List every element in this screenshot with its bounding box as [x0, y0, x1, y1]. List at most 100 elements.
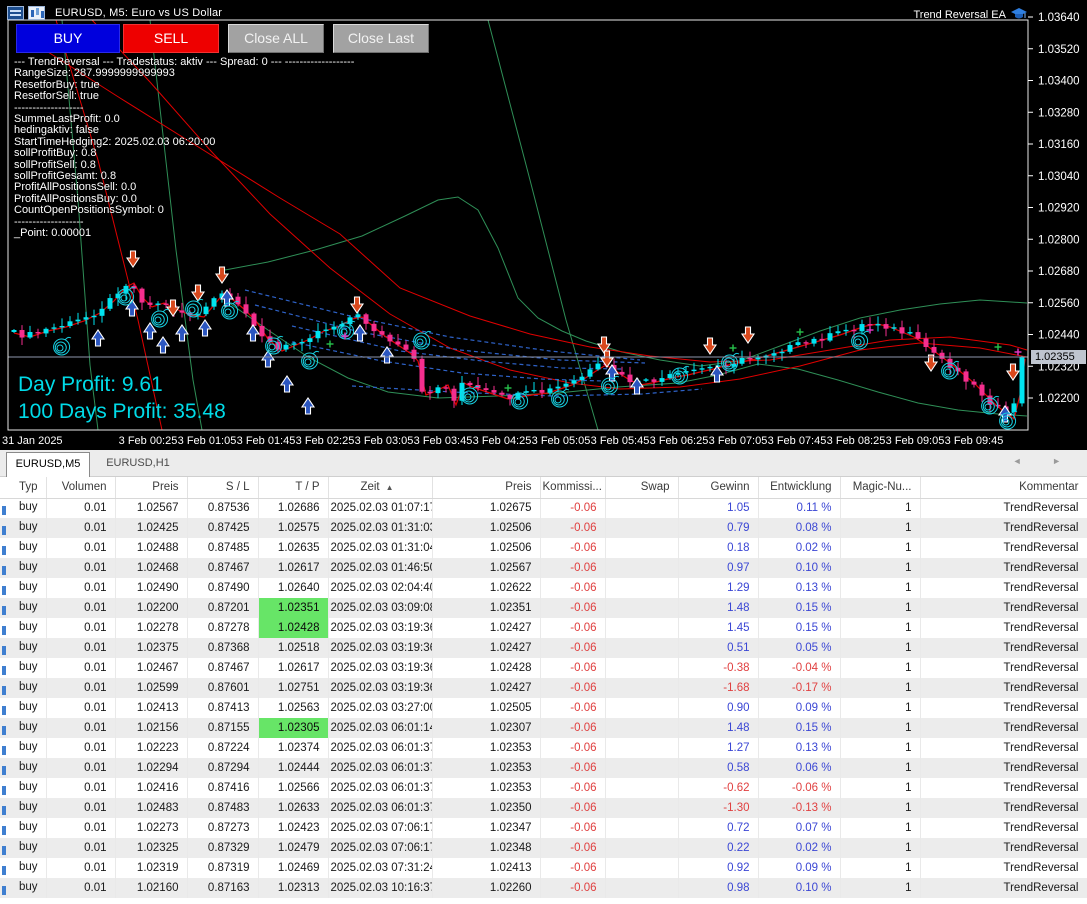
- cell-sl: 0.87319: [187, 858, 259, 878]
- cell-gewinn: 1.48: [678, 598, 759, 618]
- table-row[interactable]: buy 0.01 1.02325 0.87329 1.02479 2025.02.03 0…: [0, 838, 1087, 858]
- ma-slow-line: [47, 51, 1028, 363]
- buy-button[interactable]: BUY: [16, 24, 120, 53]
- tab-scroll-arrows[interactable]: ◄ ►: [1012, 456, 1075, 466]
- graduation-cap-icon[interactable]: [1011, 8, 1027, 21]
- table-row[interactable]: buy 0.01 1.02156 0.87155 1.02305 2025.02.03 0…: [0, 718, 1087, 738]
- table-row[interactable]: buy 0.01 1.02223 0.87224 1.02374 2025.02.03 0…: [0, 738, 1087, 758]
- cell-sl: 0.87155: [187, 718, 259, 738]
- column-header-kommission[interactable]: Kommissi...: [540, 477, 606, 499]
- cell-preis2: 1.02348: [432, 838, 541, 858]
- close-last-button[interactable]: Close Last: [333, 24, 429, 53]
- chart-window-icon[interactable]: [28, 5, 45, 20]
- table-row[interactable]: buy 0.01 1.02490 0.87490 1.02640 2025.02.03 0…: [0, 578, 1087, 598]
- column-header-zeit[interactable]: Zeit ▲: [328, 477, 433, 499]
- column-header-gewinn[interactable]: Gewinn: [678, 477, 759, 499]
- sell-button[interactable]: SELL: [123, 24, 219, 53]
- cell-kommission: -0.06: [540, 638, 606, 658]
- column-header-sl[interactable]: S / L: [187, 477, 259, 499]
- buy-arrow-marker: [629, 377, 645, 395]
- cell-kommission: -0.06: [540, 698, 606, 718]
- chart-window[interactable]: 1.03640 1.03520 1.03400 1.03280 1.03160 1.030…: [0, 0, 1087, 450]
- candle-body: [595, 363, 601, 370]
- buy-arrow-marker: [379, 346, 395, 364]
- candle-body: [51, 327, 57, 329]
- buy-arrow-marker: [219, 289, 235, 307]
- candle-body: [787, 345, 793, 352]
- column-header-entwicklung[interactable]: Entwicklung: [758, 477, 841, 499]
- fractal-dashed-line: [291, 325, 623, 370]
- table-row[interactable]: buy 0.01 1.02273 0.87273 1.02423 2025.02.03 0…: [0, 818, 1087, 838]
- table-row[interactable]: buy 0.01 1.02294 0.87294 1.02444 2025.02.03 0…: [0, 758, 1087, 778]
- chart-title: EURUSD, M5: Euro vs US Dollar: [55, 6, 223, 19]
- tab-eurusd-m5[interactable]: EURUSD,M5: [6, 452, 90, 477]
- candle-body: [963, 371, 969, 382]
- candle-body: [443, 387, 449, 389]
- candle-body: [955, 367, 961, 372]
- candle-body: [779, 351, 785, 354]
- table-row[interactable]: buy 0.01 1.02488 0.87485 1.02635 2025.02.03 0…: [0, 538, 1087, 558]
- ea-info-overlay: --- TrendReversal --- Tradestatus: aktiv…: [14, 56, 354, 240]
- ea-info-line: ResetforBuy: true: [14, 78, 100, 91]
- ea-info-line: ResetforSell: true: [14, 90, 99, 103]
- column-header-magic[interactable]: Magic-Nu...: [840, 477, 921, 499]
- chart-titlebar: EURUSD, M5: Euro vs US Dollar: [7, 4, 222, 21]
- cell-volumen: 0.01: [46, 858, 116, 878]
- cell-typ: buy: [0, 718, 47, 738]
- column-header-typ[interactable]: Typ: [0, 477, 47, 499]
- table-row[interactable]: buy 0.01 1.02483 0.87483 1.02633 2025.02.03 0…: [0, 798, 1087, 818]
- candle-body: [1019, 356, 1025, 404]
- cell-sl: 0.87329: [187, 838, 259, 858]
- candle-body: [539, 389, 545, 393]
- candle-body: [643, 379, 649, 381]
- price-axis-label: 1.03640: [1038, 12, 1080, 24]
- cell-kommission: -0.06: [540, 558, 606, 578]
- table-row[interactable]: buy 0.01 1.02425 0.87425 1.02575 2025.02.03 0…: [0, 518, 1087, 538]
- column-header-preis[interactable]: Preis: [115, 477, 188, 499]
- time-axis-label: 3 Feb 04:25: [473, 435, 532, 447]
- ea-info-line: sollProfitGesamt: 0.8: [14, 170, 117, 183]
- cell-volumen: 0.01: [46, 618, 116, 638]
- tab-eurusd-h1[interactable]: EURUSD,H1: [106, 457, 170, 469]
- table-row[interactable]: buy 0.01 1.02467 0.87467 1.02617 2025.02.03 0…: [0, 658, 1087, 678]
- cell-magic: 1: [840, 798, 921, 818]
- column-header-volumen[interactable]: Volumen: [46, 477, 116, 499]
- cell-volumen: 0.01: [46, 558, 116, 578]
- cell-gewinn: -1.30: [678, 798, 759, 818]
- table-row[interactable]: buy 0.01 1.02468 0.87467 1.02617 2025.02.03 0…: [0, 558, 1087, 578]
- table-row[interactable]: buy 0.01 1.02200 0.87201 1.02351 2025.02.03 0…: [0, 598, 1087, 618]
- cell-sl: 0.87368: [187, 638, 259, 658]
- close-all-button[interactable]: Close ALL: [228, 24, 324, 53]
- candle-body: [235, 296, 241, 305]
- cell-preis: 1.02325: [115, 838, 188, 858]
- cell-entwicklung: 0.11 %: [758, 498, 841, 518]
- sell-arrow-marker: [740, 326, 756, 344]
- price-axis-label: 1.02200: [1038, 393, 1080, 405]
- cell-kommission: -0.06: [540, 858, 606, 878]
- table-row[interactable]: buy 0.01 1.02599 0.87601 1.02751 2025.02.03 0…: [0, 678, 1087, 698]
- trade-direction-icon: [2, 506, 6, 516]
- table-row[interactable]: buy 0.01 1.02375 0.87368 1.02518 2025.02.03 0…: [0, 638, 1087, 658]
- column-header-tp[interactable]: T / P: [258, 477, 329, 499]
- cell-kommentar: TrendReversal: [920, 778, 1087, 798]
- candle-body: [747, 357, 753, 360]
- trade-direction-icon: [2, 526, 6, 535]
- current-price-label: 1.02355: [1031, 350, 1086, 364]
- cell-sl: 0.87224: [187, 738, 259, 758]
- thumbs-up-marker: [981, 395, 1000, 415]
- time-axis-label: 3 Feb 01:45: [237, 435, 296, 447]
- cell-volumen: 0.01: [46, 818, 116, 838]
- price-axis-label: 1.02440: [1038, 330, 1080, 342]
- table-row[interactable]: buy 0.01 1.02413 0.87413 1.02563 2025.02.03 0…: [0, 698, 1087, 718]
- table-row[interactable]: buy 0.01 1.02160 0.87163 1.02313 2025.02.03 1…: [0, 878, 1087, 898]
- column-header-swap[interactable]: Swap: [605, 477, 679, 499]
- column-header-preis2[interactable]: Preis: [432, 477, 541, 499]
- price-chart[interactable]: 1.03640 1.03520 1.03400 1.03280 1.03160 1.030…: [0, 0, 1087, 450]
- table-row[interactable]: buy 0.01 1.02567 0.87536 1.02686 2025.02.03 0…: [0, 498, 1087, 518]
- table-row[interactable]: buy 0.01 1.02319 0.87319 1.02469 2025.02.03 0…: [0, 858, 1087, 878]
- table-row[interactable]: buy 0.01 1.02416 0.87416 1.02566 2025.02.03 0…: [0, 778, 1087, 798]
- column-header-kommentar[interactable]: Kommentar: [920, 477, 1087, 499]
- table-row[interactable]: buy 0.01 1.02278 0.87278 1.02428 2025.02.03 0…: [0, 618, 1087, 638]
- cell-kommission: -0.06: [540, 878, 606, 898]
- window-menu-icon[interactable]: [7, 5, 24, 20]
